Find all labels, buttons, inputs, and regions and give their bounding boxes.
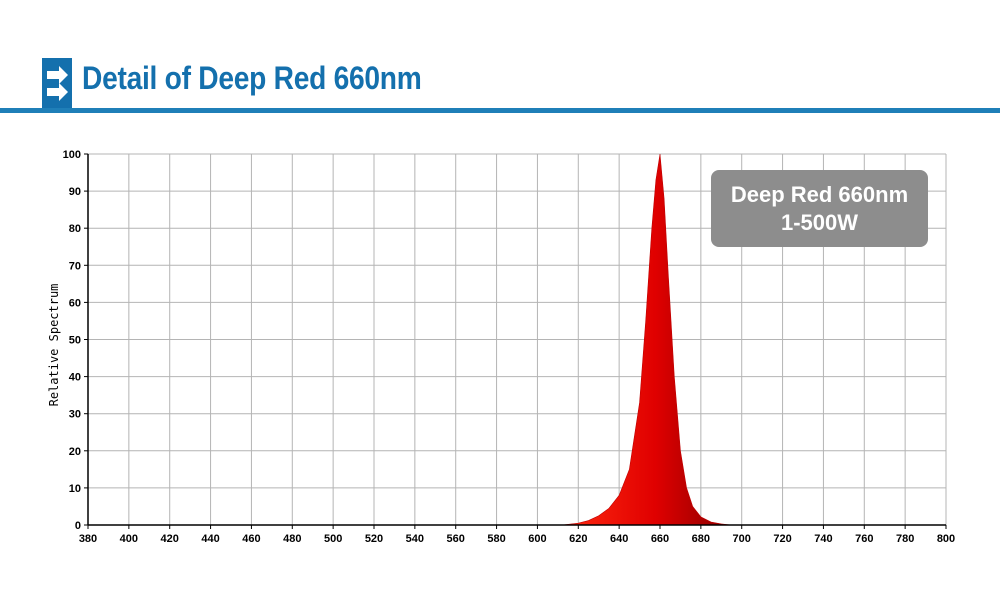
x-tick-label: 780 <box>896 533 914 545</box>
y-tick-label: 100 <box>63 149 81 161</box>
y-tick-label: 40 <box>69 372 81 384</box>
x-tick-label: 760 <box>855 533 873 545</box>
double-arrow-right-icon <box>42 58 72 108</box>
x-tick-label: 800 <box>937 533 955 545</box>
x-tick-label: 740 <box>814 533 832 545</box>
x-tick-label: 500 <box>324 533 342 545</box>
x-tick-label: 720 <box>773 533 791 545</box>
x-tick-label: 420 <box>161 533 179 545</box>
x-tick-label: 580 <box>487 533 505 545</box>
x-tick-label: 380 <box>79 533 97 545</box>
legend-box: Deep Red 660nm 1-500W <box>711 170 928 247</box>
x-tick-label: 660 <box>651 533 669 545</box>
y-tick-label: 10 <box>69 483 81 495</box>
x-tick-label: 440 <box>201 533 219 545</box>
x-tick-label: 540 <box>406 533 424 545</box>
y-tick-label: 30 <box>69 409 81 421</box>
page-title: Detail of Deep Red 660nm <box>82 60 422 96</box>
x-tick-label: 560 <box>447 533 465 545</box>
x-tick-label: 460 <box>242 533 260 545</box>
y-tick-label: 20 <box>69 446 81 458</box>
x-tick-label: 480 <box>283 533 301 545</box>
x-tick-label: 680 <box>692 533 710 545</box>
y-tick-label: 80 <box>69 223 81 235</box>
header: Detail of Deep Red 660nm <box>0 0 1000 120</box>
y-tick-label: 70 <box>69 260 81 272</box>
x-tick-label: 700 <box>733 533 751 545</box>
y-tick-label: 90 <box>69 186 81 198</box>
x-tick-label: 640 <box>610 533 628 545</box>
x-tick-label: 520 <box>365 533 383 545</box>
x-tick-label: 600 <box>528 533 546 545</box>
legend-line-1: Deep Red 660nm <box>730 181 909 207</box>
y-tick-label: 50 <box>69 335 81 347</box>
y-axis-label: Relative Spectrum <box>47 284 61 407</box>
legend-line-2: 1-500W <box>780 209 859 235</box>
y-tick-label: 60 <box>69 297 81 309</box>
x-tick-label: 400 <box>120 533 138 545</box>
spectrum-area <box>561 153 732 526</box>
y-tick-label: 0 <box>75 520 81 532</box>
title-divider <box>0 108 1000 113</box>
x-tick-label: 620 <box>569 533 587 545</box>
